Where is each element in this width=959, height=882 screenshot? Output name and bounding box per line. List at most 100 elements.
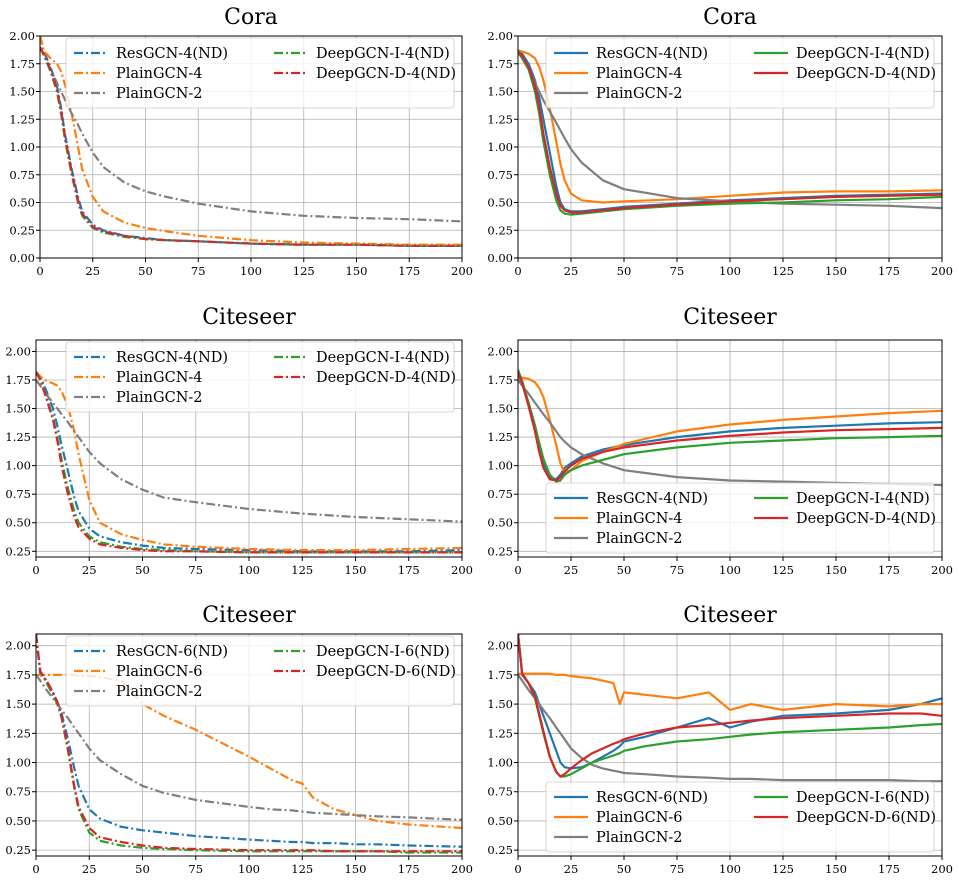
y-tick-label: 0.25 xyxy=(5,843,31,857)
chart-panel-5: Citeseer 0 25 50 75 100 125 150 175 200 0.25 0.50 0.… xyxy=(5,603,473,876)
x-tick-label: 125 xyxy=(772,563,794,577)
series-line-deepgcn-i xyxy=(518,369,942,483)
chart-title: Citeseer xyxy=(683,603,777,628)
x-tick-label: 175 xyxy=(398,862,420,876)
axes-frame xyxy=(35,633,463,857)
series-line-plaingcn-2 xyxy=(36,379,462,523)
y-tick-label: 1.50 xyxy=(5,402,31,416)
x-tick-label: 100 xyxy=(719,563,741,577)
legend-label: DeepGCN-I-4(ND) xyxy=(316,46,450,62)
chart-panel-3: Citeseer 0 25 50 75 100 125 150 175 200 0.25 0.50 0.… xyxy=(5,305,473,577)
legend-frame xyxy=(65,37,455,109)
series-line-resgcn xyxy=(518,634,942,770)
axes-frame xyxy=(517,339,943,558)
series-line-deepgcn-d xyxy=(36,634,462,853)
series-line-plaingcn-2 xyxy=(518,674,942,783)
x-tick-label: 100 xyxy=(238,563,260,577)
legend-label: ResGCN-6(ND) xyxy=(596,790,708,806)
y-tick-label: 0.50 xyxy=(5,814,31,828)
y-tick-label: 2.00 xyxy=(9,29,35,43)
y-tick-label: 2.00 xyxy=(5,639,31,653)
legend-label: PlainGCN-2 xyxy=(596,830,683,846)
x-tick-label: 75 xyxy=(191,264,206,278)
x-tick-label: 50 xyxy=(617,563,632,577)
legend-frame xyxy=(545,37,935,109)
y-tick-label: 1.75 xyxy=(487,373,513,387)
series-line-deepgcn-d xyxy=(518,634,942,778)
y-tick-label: 1.25 xyxy=(5,430,31,444)
y-tick-label: 1.25 xyxy=(5,726,31,740)
x-tick-label: 150 xyxy=(346,264,368,278)
legend-label: DeepGCN-D-4(ND) xyxy=(316,66,456,82)
x-tick-label: 175 xyxy=(878,862,900,876)
chart-panel-1: Cora 0 25 50 75 100 125 150 175 200 0.00 0.25 0.50 0.… xyxy=(9,5,473,278)
y-tick-label: 0.75 xyxy=(487,487,513,501)
x-tick-label: 25 xyxy=(564,862,579,876)
x-tick-label: 50 xyxy=(135,862,150,876)
series-line-plaingcn xyxy=(36,371,462,552)
legend-label: PlainGCN-4 xyxy=(596,66,683,82)
y-tick-label: 1.00 xyxy=(9,140,35,154)
chart-panel-6: Citeseer 0 25 50 75 100 125 150 175 200 0.25 0.50 0.… xyxy=(487,603,953,876)
x-tick-label: 50 xyxy=(617,264,632,278)
series-line-deepgcn-i xyxy=(518,51,942,216)
x-tick-label: 200 xyxy=(931,264,953,278)
y-tick-label: 0.50 xyxy=(487,516,513,530)
chart-title: Cora xyxy=(703,5,757,30)
x-tick-label: 150 xyxy=(345,862,367,876)
x-tick-label: 50 xyxy=(617,862,632,876)
y-tick-label: 1.75 xyxy=(5,373,31,387)
x-tick-label: 200 xyxy=(451,264,473,278)
x-tick-label: 25 xyxy=(564,264,579,278)
y-tick-label: 1.25 xyxy=(487,726,513,740)
legend-label: DeepGCN-D-4(ND) xyxy=(796,511,936,527)
x-tick-label: 0 xyxy=(32,862,39,876)
legend-label: DeepGCN-D-6(ND) xyxy=(316,664,456,680)
x-tick-label: 200 xyxy=(451,862,473,876)
legend-label: PlainGCN-4 xyxy=(596,511,683,527)
y-tick-label: 2.00 xyxy=(487,344,513,358)
y-tick-label: 1.75 xyxy=(487,57,513,71)
y-tick-label: 1.25 xyxy=(487,430,513,444)
legend: ResGCN-4(ND) PlainGCN-4 PlainGCN-2 DeepGCN-… xyxy=(65,341,456,413)
series-line-deepgcn-d xyxy=(518,371,942,482)
x-tick-label: 25 xyxy=(82,862,97,876)
x-tick-label: 25 xyxy=(564,563,579,577)
legend-frame xyxy=(65,341,455,413)
legend-label: PlainGCN-2 xyxy=(116,684,203,700)
y-tick-label: 0.50 xyxy=(487,814,513,828)
x-tick-label: 175 xyxy=(398,264,420,278)
x-tick-label: 75 xyxy=(188,563,203,577)
legend: ResGCN-6(ND) PlainGCN-6 PlainGCN-2 DeepGCN-… xyxy=(65,635,456,707)
x-tick-label: 75 xyxy=(188,862,203,876)
legend-label: PlainGCN-4 xyxy=(116,66,203,82)
x-tick-label: 100 xyxy=(240,264,262,278)
y-tick-label: 1.50 xyxy=(487,697,513,711)
legend-label: PlainGCN-2 xyxy=(116,86,203,102)
legend-frame xyxy=(545,482,935,554)
chart-title: Citeseer xyxy=(202,603,296,628)
x-tick-label: 200 xyxy=(931,563,953,577)
axes-frame xyxy=(517,633,943,857)
axes-frame xyxy=(35,339,463,558)
series-line-plaingcn-2 xyxy=(518,379,942,487)
x-tick-label: 125 xyxy=(772,264,794,278)
x-tick-label: 125 xyxy=(291,862,313,876)
legend: ResGCN-6(ND) PlainGCN-6 PlainGCN-2 DeepGCN-… xyxy=(545,781,936,853)
chart-panel-4: Citeseer 0 25 50 75 100 125 150 175 200 0.25 0.50 0.… xyxy=(487,305,953,577)
x-tick-label: 75 xyxy=(670,264,685,278)
legend-label: DeepGCN-I-4(ND) xyxy=(316,350,450,366)
chart-title: Citeseer xyxy=(202,305,296,330)
legend-label: PlainGCN-6 xyxy=(596,810,683,826)
y-tick-label: 0.75 xyxy=(9,168,35,182)
y-tick-label: 1.75 xyxy=(5,668,31,682)
legend-label: PlainGCN-2 xyxy=(596,531,683,547)
x-tick-label: 150 xyxy=(825,563,847,577)
series-line-deepgcn-d xyxy=(40,46,462,247)
y-tick-label: 2.00 xyxy=(487,639,513,653)
y-tick-label: 0.25 xyxy=(487,544,513,558)
legend-frame xyxy=(545,781,935,853)
legend-label: ResGCN-4(ND) xyxy=(596,491,708,507)
x-tick-label: 50 xyxy=(135,563,150,577)
x-tick-label: 100 xyxy=(719,862,741,876)
